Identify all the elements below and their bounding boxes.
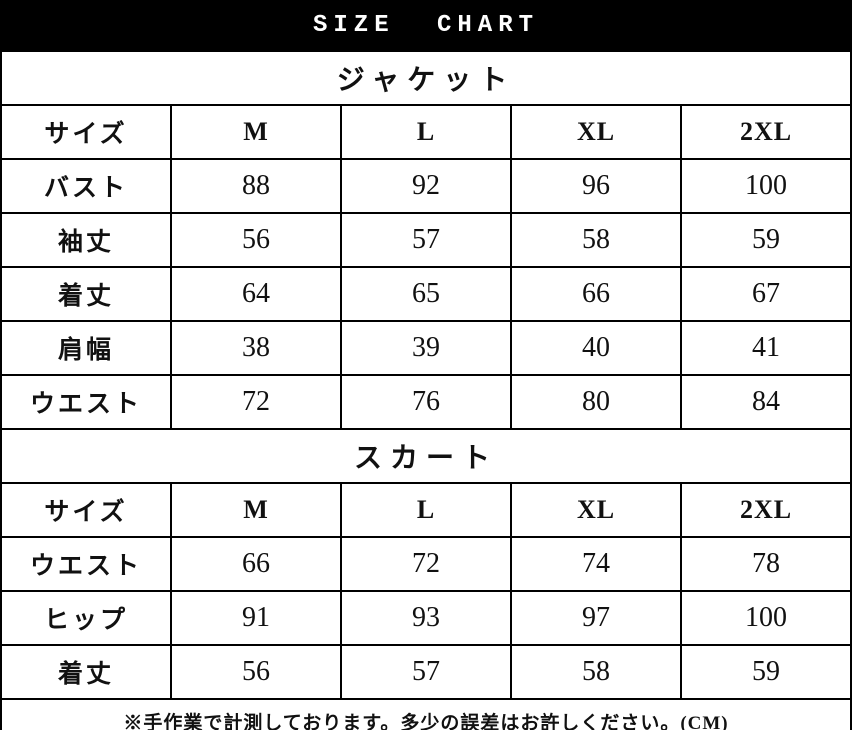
measurement-cell: 76 — [340, 374, 512, 430]
jacket-shoulder-row: 肩幅 38 39 40 41 — [0, 320, 852, 376]
row-label: ヒップ — [0, 590, 172, 646]
measurement-cell: 57 — [340, 212, 512, 268]
row-label: 着丈 — [0, 644, 172, 700]
skirt-length-row: 着丈 56 57 58 59 — [0, 644, 852, 700]
measurement-cell: 72 — [170, 374, 342, 430]
row-label: 肩幅 — [0, 320, 172, 376]
measurement-cell: 56 — [170, 212, 342, 268]
measurement-cell: 56 — [170, 644, 342, 700]
jacket-column-header: XL — [510, 104, 682, 160]
measurement-cell: 67 — [680, 266, 852, 322]
row-label: バスト — [0, 158, 172, 214]
measurement-cell: 59 — [680, 212, 852, 268]
skirt-column-header: L — [340, 482, 512, 538]
jacket-column-header: 2XL — [680, 104, 852, 160]
measurement-cell: 58 — [510, 212, 682, 268]
measurement-cell: 93 — [340, 590, 512, 646]
skirt-column-header: 2XL — [680, 482, 852, 538]
measurement-cell: 65 — [340, 266, 512, 322]
measurement-note: ※手作業で計測しております。多少の誤差はお許しください。(CM) — [0, 698, 852, 730]
skirt-hip-row: ヒップ 91 93 97 100 — [0, 590, 852, 646]
jacket-section-row: ジャケット — [0, 50, 852, 106]
measurement-cell: 74 — [510, 536, 682, 592]
jacket-sleeve-row: 袖丈 56 57 58 59 — [0, 212, 852, 268]
measurement-cell: 97 — [510, 590, 682, 646]
skirt-column-header: XL — [510, 482, 682, 538]
measurement-cell: 96 — [510, 158, 682, 214]
measurement-cell: 40 — [510, 320, 682, 376]
measurement-cell: 59 — [680, 644, 852, 700]
measurement-cell: 41 — [680, 320, 852, 376]
measurement-cell: 66 — [510, 266, 682, 322]
skirt-waist-row: ウエスト 66 72 74 78 — [0, 536, 852, 592]
measurement-cell: 84 — [680, 374, 852, 430]
measurement-cell: 88 — [170, 158, 342, 214]
skirt-column-header: M — [170, 482, 342, 538]
measurement-cell: 38 — [170, 320, 342, 376]
measurement-cell: 64 — [170, 266, 342, 322]
skirt-column-header: サイズ — [0, 482, 172, 538]
jacket-bust-row: バスト 88 92 96 100 — [0, 158, 852, 214]
measurement-cell: 92 — [340, 158, 512, 214]
measurement-cell: 78 — [680, 536, 852, 592]
jacket-column-header: サイズ — [0, 104, 172, 160]
jacket-column-header: M — [170, 104, 342, 160]
row-label: 着丈 — [0, 266, 172, 322]
skirt-section-title: スカート — [0, 428, 852, 484]
row-label: ウエスト — [0, 374, 172, 430]
measurement-cell: 80 — [510, 374, 682, 430]
measurement-cell: 39 — [340, 320, 512, 376]
measurement-cell: 66 — [170, 536, 342, 592]
skirt-header-row: サイズ M L XL 2XL — [0, 482, 852, 538]
jacket-column-header: L — [340, 104, 512, 160]
row-label: 袖丈 — [0, 212, 172, 268]
jacket-length-row: 着丈 64 65 66 67 — [0, 266, 852, 322]
jacket-header-row: サイズ M L XL 2XL — [0, 104, 852, 160]
measurement-cell: 72 — [340, 536, 512, 592]
footer-row: ※手作業で計測しております。多少の誤差はお許しください。(CM) — [0, 698, 852, 730]
measurement-cell: 91 — [170, 590, 342, 646]
jacket-section-title: ジャケット — [0, 50, 852, 106]
measurement-cell: 58 — [510, 644, 682, 700]
row-label: ウエスト — [0, 536, 172, 592]
measurement-cell: 57 — [340, 644, 512, 700]
skirt-section-row: スカート — [0, 428, 852, 484]
title-bar: SIZE CHART — [0, 0, 852, 50]
size-chart-table: ジャケット サイズ M L XL 2XL バスト 88 92 96 100 袖丈… — [0, 50, 852, 730]
page-title: SIZE CHART — [312, 11, 540, 39]
jacket-waist-row: ウエスト 72 76 80 84 — [0, 374, 852, 430]
measurement-cell: 100 — [680, 158, 852, 214]
measurement-cell: 100 — [680, 590, 852, 646]
